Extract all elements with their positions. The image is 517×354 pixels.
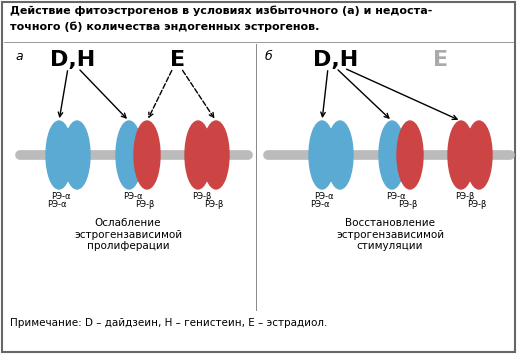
Ellipse shape (116, 121, 142, 189)
Text: РЭ-β: РЭ-β (398, 200, 418, 209)
Ellipse shape (379, 121, 405, 189)
Text: РЭ-α: РЭ-α (386, 192, 406, 201)
Text: б: б (265, 50, 273, 63)
Text: Восстановление
эстрогензависимой
стимуляции: Восстановление эстрогензависимой стимуля… (336, 218, 444, 251)
Text: РЭ-β: РЭ-β (192, 192, 211, 201)
Text: РЭ-α: РЭ-α (314, 192, 334, 201)
Text: D,H: D,H (313, 50, 359, 70)
Text: РЭ-β: РЭ-β (204, 200, 224, 209)
Text: а: а (15, 50, 23, 63)
Ellipse shape (64, 121, 90, 189)
Ellipse shape (466, 121, 492, 189)
Text: РЭ-β: РЭ-β (135, 200, 155, 209)
Ellipse shape (448, 121, 474, 189)
Text: Ослабление
эстрогензависимой
пролиферации: Ослабление эстрогензависимой пролифераци… (74, 218, 182, 251)
Text: точного (б) количества эндогенных эстрогенов.: точного (б) количества эндогенных эстрог… (10, 22, 320, 33)
Text: РЭ-α: РЭ-α (47, 200, 67, 209)
Ellipse shape (397, 121, 423, 189)
Ellipse shape (46, 121, 72, 189)
Ellipse shape (309, 121, 335, 189)
Text: Примечание: D – дайдзеин, Н – генистеин, Е – эстрадиол.: Примечание: D – дайдзеин, Н – генистеин,… (10, 318, 327, 328)
Text: РЭ-β: РЭ-β (467, 200, 486, 209)
Ellipse shape (185, 121, 211, 189)
Text: РЭ-α: РЭ-α (51, 192, 71, 201)
Text: Действие фитоэстрогенов в условиях избыточного (а) и недоста-: Действие фитоэстрогенов в условиях избыт… (10, 6, 432, 17)
Ellipse shape (327, 121, 353, 189)
Text: E: E (433, 50, 449, 70)
Text: РЭ-α: РЭ-α (310, 200, 330, 209)
Text: РЭ-β: РЭ-β (455, 192, 475, 201)
Text: D,H: D,H (50, 50, 96, 70)
Ellipse shape (203, 121, 229, 189)
Text: РЭ-α: РЭ-α (123, 192, 143, 201)
Ellipse shape (134, 121, 160, 189)
Text: E: E (171, 50, 186, 70)
